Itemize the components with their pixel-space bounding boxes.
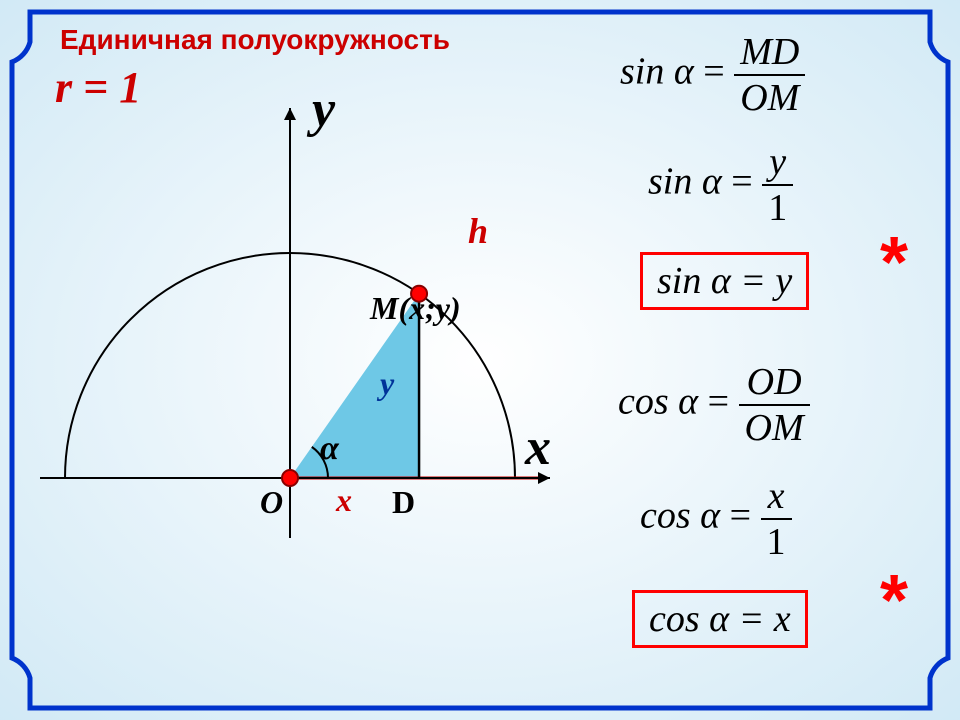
- eq-sin-y-over-1: sin α = y 1: [648, 140, 793, 230]
- x-axis-label: x: [525, 418, 551, 477]
- point-m-label: M(x;y): [370, 290, 461, 327]
- y-axis-label: y: [312, 80, 335, 139]
- eq-cos-equals-x-boxed: cos α = x: [632, 590, 808, 648]
- point-d-label: D: [392, 484, 415, 521]
- y-side-label: y: [380, 365, 394, 402]
- eq-sin-equals-y-boxed: sin α = y: [640, 252, 809, 310]
- h-label: h: [468, 210, 488, 252]
- star-emphasis-icon: *: [880, 560, 908, 642]
- slide-title: Единичная полуокружность: [60, 24, 450, 56]
- eq-cos-od-om: cos α = OD OM: [618, 360, 810, 450]
- angle-alpha-label: α: [320, 430, 339, 468]
- x-side-label: x: [336, 482, 352, 519]
- eq-cos-x-over-1: cos α = x 1: [640, 474, 792, 564]
- origin-label: O: [260, 484, 283, 521]
- star-emphasis-icon: *: [880, 222, 908, 304]
- unit-semicircle-diagram: [0, 80, 580, 640]
- slide-content: Единичная полуокружность r = 1 y x h M(x…: [0, 0, 960, 720]
- eq-sin-md-om: sin α = MD OM: [620, 30, 805, 120]
